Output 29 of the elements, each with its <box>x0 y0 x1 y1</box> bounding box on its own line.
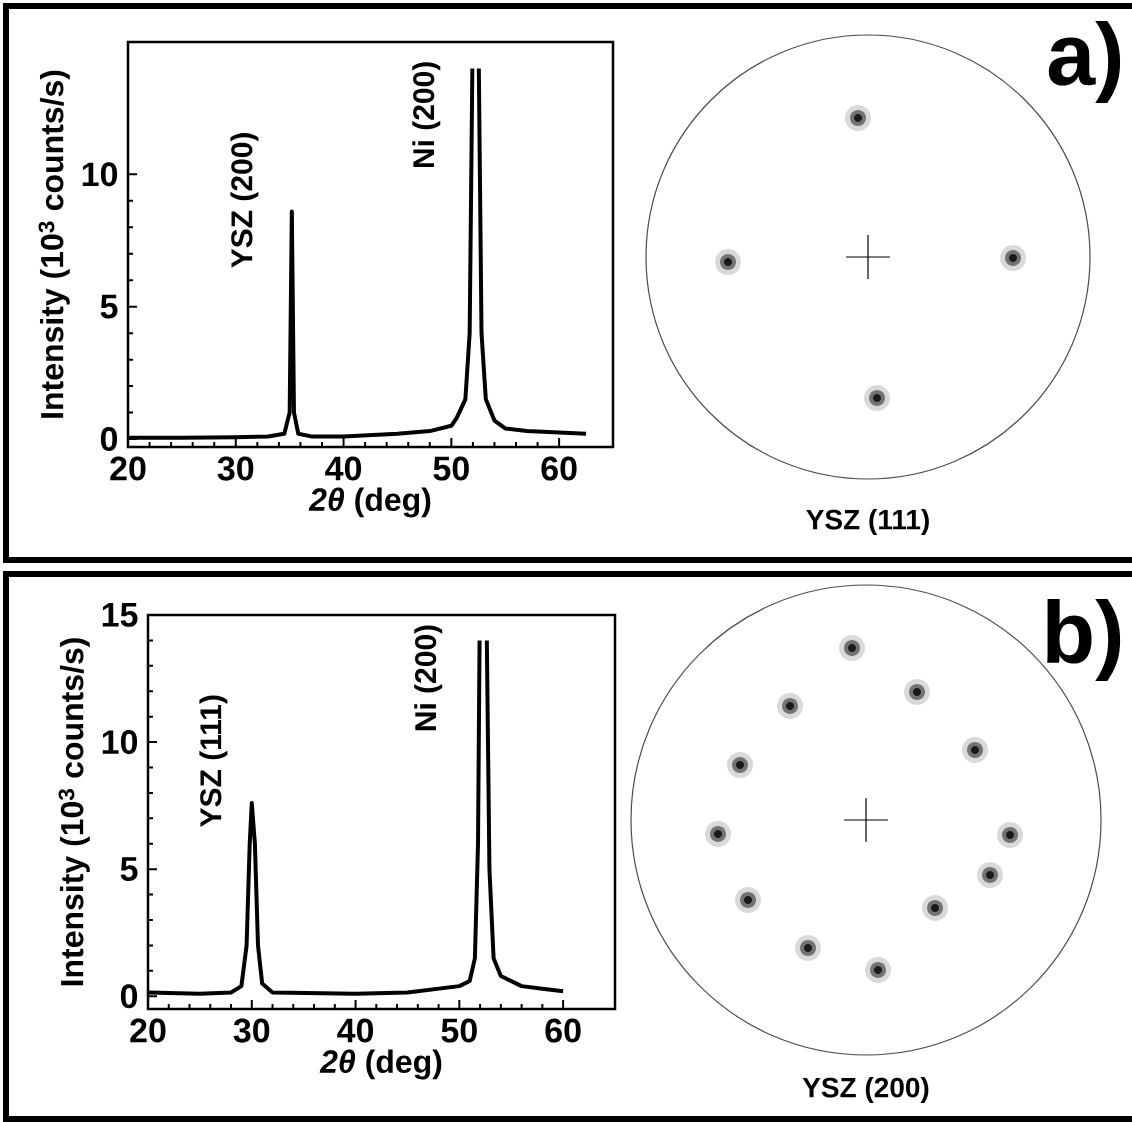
x-tick-label: 20 <box>130 1018 166 1043</box>
annotation: YSZ (200) <box>230 133 259 268</box>
x-tick-label: 40 <box>337 1018 374 1043</box>
text: YSZ (111) <box>806 508 929 536</box>
y-tick-label: 10 <box>102 730 138 755</box>
y-tick-label: 10 <box>82 162 118 187</box>
text: a) <box>1048 20 1121 103</box>
x-tick-label: 50 <box>441 1018 477 1043</box>
annotation: Ni (200) <box>412 62 441 168</box>
annotation: Ni (200) <box>414 625 443 731</box>
x-tick-label: 50 <box>433 456 469 481</box>
text: YSZ (200) <box>802 1076 929 1104</box>
x-tick-label: 20 <box>110 456 146 481</box>
text: b) <box>1047 598 1121 681</box>
x-tick-label: 40 <box>325 456 362 481</box>
x-tick-label: 60 <box>545 1018 581 1043</box>
annotation: YSZ (111) <box>199 695 228 827</box>
y-tick-label: 5 <box>120 857 138 882</box>
x-tick-label: 60 <box>541 456 577 481</box>
y-axis-title: Intensity (10$^{3}$ counts/s) <box>38 70 70 418</box>
y-axis-title: Intensity (10$^{3}$ counts/s) <box>58 638 90 986</box>
y-tick-label: 5 <box>100 294 118 319</box>
x-tick-label: 30 <box>233 1018 270 1043</box>
y-tick-label: 0 <box>120 984 138 1009</box>
x-tick-label: 30 <box>217 456 254 481</box>
y-tick-label: 0 <box>100 427 118 452</box>
x-axis-title: 2θ (deg) <box>319 1049 442 1080</box>
x-axis-title: 2θ (deg) <box>308 487 431 518</box>
y-tick-label: 15 <box>102 603 138 627</box>
